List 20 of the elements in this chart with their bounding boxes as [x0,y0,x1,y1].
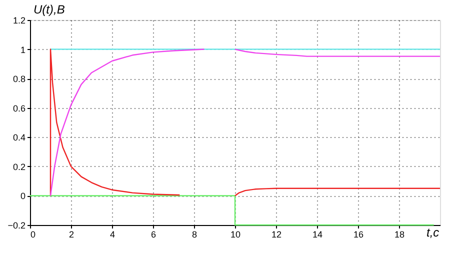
y-tick-label: 0 [20,191,26,202]
x-tick-label: 18 [394,230,405,240]
y-tick-label: 0.6 [12,103,26,114]
y-tick-label: 1.2 [12,16,26,26]
x-tick-label: 2 [68,230,74,240]
x-tick-label: 4 [110,230,116,240]
x-tick-label: 12 [271,230,282,240]
y-tick-label: 1 [20,44,26,55]
x-tick-label: 16 [353,230,364,240]
x-tick-label: 8 [192,230,198,240]
x-tick-label: 0 [30,230,36,240]
y-tick-label: 0.2 [12,162,26,172]
y-axis-title: U(t),B [34,2,65,16]
x-tick-label: 10 [230,230,241,240]
x-tick-label: 14 [312,230,323,240]
y-tick-label: 0.8 [12,74,26,84]
x-tick-label: 6 [150,230,156,240]
x-axis-title: t,c [426,226,440,240]
y-tick-label: −0.2 [8,220,26,230]
y-tick-label: 0.4 [12,132,26,143]
